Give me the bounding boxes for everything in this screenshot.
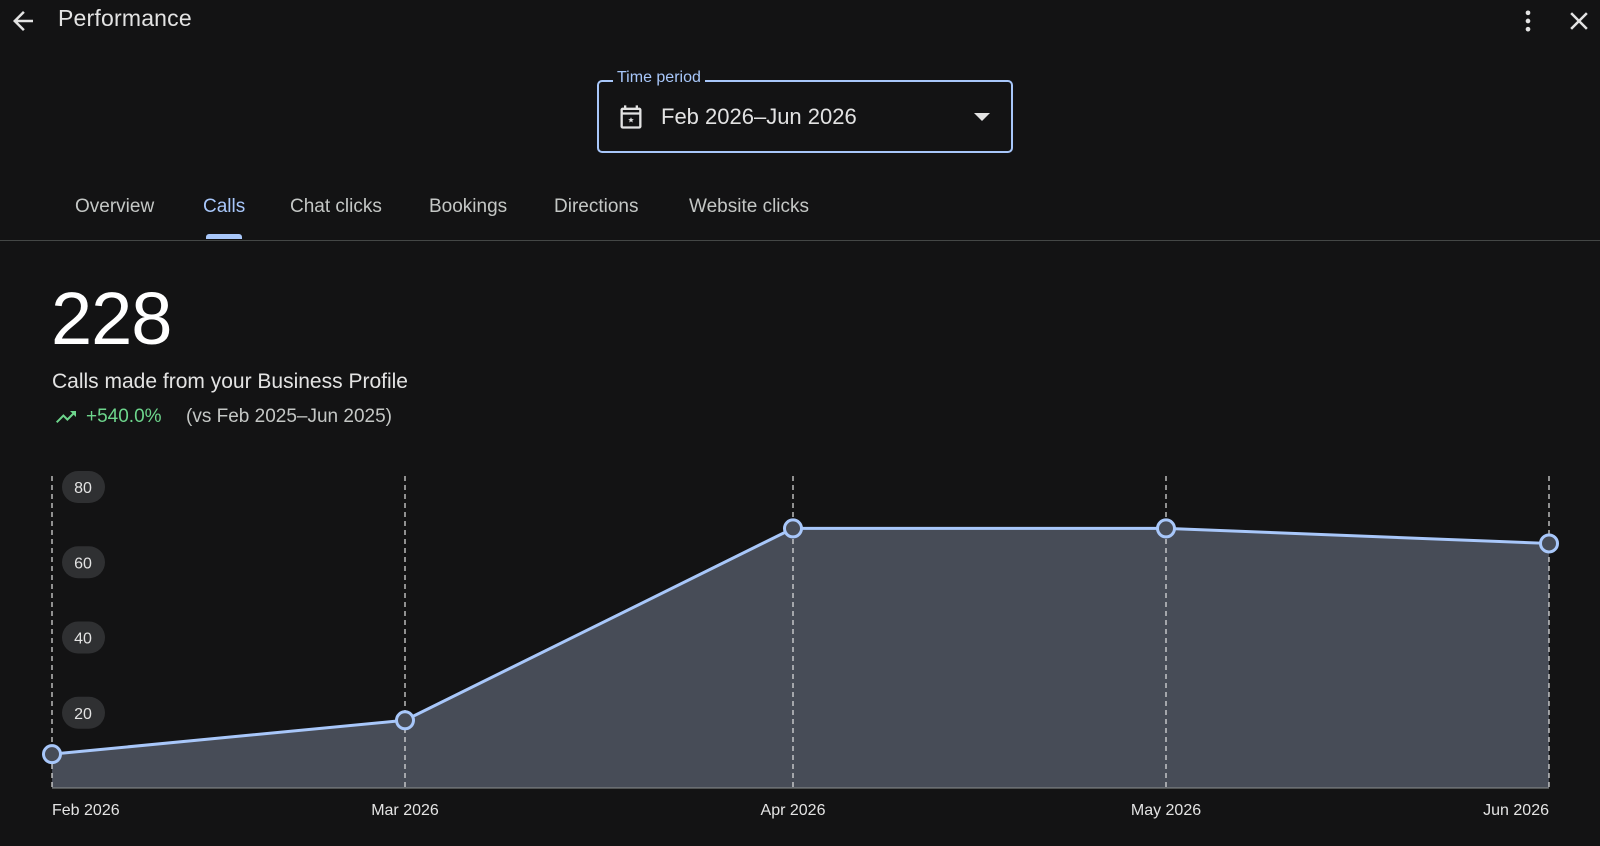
area-fill — [52, 528, 1549, 788]
tab-bar: Overview Calls Chat clicks Bookings Dire… — [0, 186, 1600, 241]
data-point — [1156, 518, 1176, 539]
arrow-back-icon — [13, 11, 33, 31]
top-bar: Performance — [0, 0, 1600, 40]
data-point — [783, 518, 803, 539]
tab-calls[interactable]: Calls — [203, 196, 246, 217]
y-tick-label: 20 — [74, 706, 92, 723]
comparison-period: (vs Feb 2025–Jun 2025) — [186, 406, 392, 427]
data-point — [1539, 533, 1559, 554]
y-tick-pill — [62, 621, 105, 654]
more-options-button[interactable] — [1514, 6, 1542, 36]
calls-chart-svg: 20 40 60 80 Feb 2026 Mar 2026 Apr 2026 May 2026… — [42, 471, 1559, 819]
time-period-label: Time period — [613, 69, 705, 87]
page-title: Performance — [58, 5, 192, 31]
time-period-value: Feb 2026–Jun 2026 — [661, 104, 857, 129]
y-tick-pill — [62, 546, 105, 579]
time-period-select[interactable]: Time period Feb 2026–Jun 2026 — [597, 69, 1013, 153]
tab-chat-clicks[interactable]: Chat clicks — [290, 196, 382, 217]
close-icon — [1570, 12, 1588, 30]
more-vert-icon — [1525, 10, 1531, 32]
y-tick-label: 80 — [74, 480, 92, 497]
y-tick-label: 60 — [74, 555, 92, 572]
calendar-icon — [620, 105, 642, 129]
tab-website-clicks[interactable]: Website clicks — [689, 196, 810, 217]
x-tick-label: May 2026 — [1131, 802, 1201, 819]
x-tick-label: Mar 2026 — [371, 802, 439, 819]
close-button[interactable] — [1564, 6, 1594, 36]
calls-chart: 20 40 60 80 Feb 2026 Mar 2026 Apr 2026 May 2026… — [0, 460, 1600, 846]
tab-directions[interactable]: Directions — [554, 196, 639, 217]
tab-bookings[interactable]: Bookings — [429, 196, 508, 217]
x-tick-label: Feb 2026 — [52, 802, 120, 819]
change-percentage: +540.0% — [86, 406, 162, 427]
dropdown-arrow-icon — [974, 113, 990, 121]
y-tick-label: 40 — [74, 631, 92, 648]
active-tab-indicator — [206, 234, 242, 239]
tab-overview[interactable]: Overview — [75, 196, 155, 217]
back-button[interactable] — [8, 6, 38, 36]
y-tick-pill — [62, 471, 105, 503]
metric-label: Calls made from your Business Profile — [52, 370, 408, 393]
x-tick-label: Apr 2026 — [761, 802, 826, 819]
data-point — [42, 744, 62, 765]
metric-value: 228 — [51, 277, 172, 360]
trending-up-icon — [56, 411, 76, 423]
x-tick-label: Jun 2026 — [1483, 802, 1549, 819]
y-tick-pill — [62, 696, 105, 729]
data-point — [395, 710, 415, 731]
